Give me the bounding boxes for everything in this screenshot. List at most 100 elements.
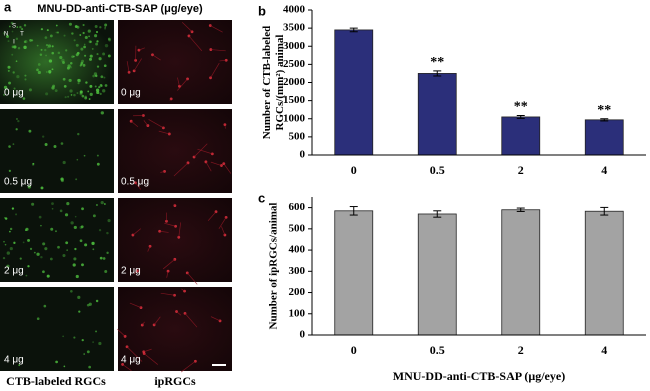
cell: [98, 57, 102, 61]
significance: **: [430, 55, 444, 70]
cell: [95, 330, 97, 333]
cell: [100, 200, 104, 205]
cell: [62, 335, 64, 338]
cell: [3, 240, 5, 243]
y-axis-label: Number of CTB-labeled: [261, 26, 273, 139]
cell: [65, 241, 69, 245]
cell: [73, 93, 76, 97]
cell: [11, 30, 14, 33]
cell: [42, 135, 45, 138]
y-axis-label: RGCs/(mm²) animal: [274, 35, 286, 131]
cell: [71, 55, 74, 58]
cell: [81, 338, 84, 342]
cell: [19, 25, 22, 29]
cell: [4, 217, 8, 220]
cell: [40, 28, 44, 31]
cell: [94, 74, 98, 78]
y-tick-label: 300: [289, 265, 306, 277]
cell: [59, 55, 63, 60]
dendrite: [126, 61, 130, 73]
cell: [76, 92, 79, 94]
cell: [69, 89, 73, 93]
dendrite: [116, 328, 126, 337]
cell: [8, 81, 11, 85]
cell: [51, 86, 55, 90]
cell: [72, 263, 76, 267]
panel-label: a: [4, 0, 12, 14]
bar: [334, 210, 374, 336]
cell: [88, 40, 92, 44]
dendrite: [210, 316, 221, 322]
cell: [37, 70, 41, 75]
dendrite: [162, 259, 176, 270]
dose-label: 0 μg: [4, 88, 24, 99]
cell: [63, 84, 67, 88]
cell: [93, 72, 98, 76]
cell: [75, 178, 78, 181]
cell: [79, 92, 83, 96]
cell: [44, 36, 48, 39]
cell: [55, 31, 58, 34]
cell: [99, 256, 103, 260]
cell: [92, 74, 95, 78]
dendrite: [210, 25, 223, 33]
compass-label: T: [20, 32, 24, 38]
cell: [7, 65, 11, 69]
dendrite: [181, 288, 185, 292]
cell: [25, 227, 29, 231]
cell: [62, 61, 66, 65]
micrograph: [118, 198, 232, 282]
y-tick-label: 1000: [283, 112, 306, 124]
cell: [99, 26, 102, 29]
dendrite: [173, 162, 189, 177]
cell: [62, 160, 66, 165]
significance: **: [514, 100, 528, 115]
cell: [66, 202, 70, 206]
dendrite: [205, 161, 212, 172]
cell: [18, 364, 21, 367]
cell: [76, 158, 79, 161]
dose-label: 0.5 μg: [4, 177, 32, 188]
cell: [70, 289, 73, 293]
cell: [40, 224, 42, 227]
cell: [78, 310, 81, 313]
dendrite: [143, 348, 152, 353]
cell: [83, 43, 86, 46]
x-tick-label: 0.5: [430, 163, 445, 177]
dendrite: [210, 49, 226, 52]
cell: [80, 225, 84, 229]
column-label: ipRGCs: [154, 374, 196, 388]
dendrite: [134, 270, 138, 275]
cell: [89, 40, 92, 44]
cell: [2, 93, 6, 96]
cell: [96, 154, 99, 157]
cell: [84, 96, 88, 100]
cell: [45, 43, 49, 47]
cell: [44, 48, 47, 52]
dendrite: [218, 217, 227, 230]
cell: [89, 54, 93, 58]
cell: [61, 58, 65, 63]
dendrite: [160, 292, 175, 296]
cell: [32, 162, 35, 165]
cell: [104, 26, 107, 29]
cell: [42, 270, 45, 274]
dendrite: [158, 130, 170, 135]
cell: [2, 256, 6, 260]
cell: [98, 86, 101, 89]
cell: [7, 40, 10, 43]
dendrite: [188, 35, 203, 52]
cell: [57, 245, 60, 249]
cell: [55, 24, 58, 27]
dendrite: [159, 230, 169, 233]
cell: [79, 90, 83, 94]
cell: [66, 66, 70, 70]
x-tick-label: 0.5: [430, 343, 445, 357]
cell: [55, 360, 58, 364]
dendrite: [138, 47, 145, 51]
cell: [8, 145, 11, 148]
cell: [44, 247, 48, 251]
cell: [40, 255, 43, 259]
cell: [24, 74, 27, 77]
cell: [85, 81, 88, 84]
